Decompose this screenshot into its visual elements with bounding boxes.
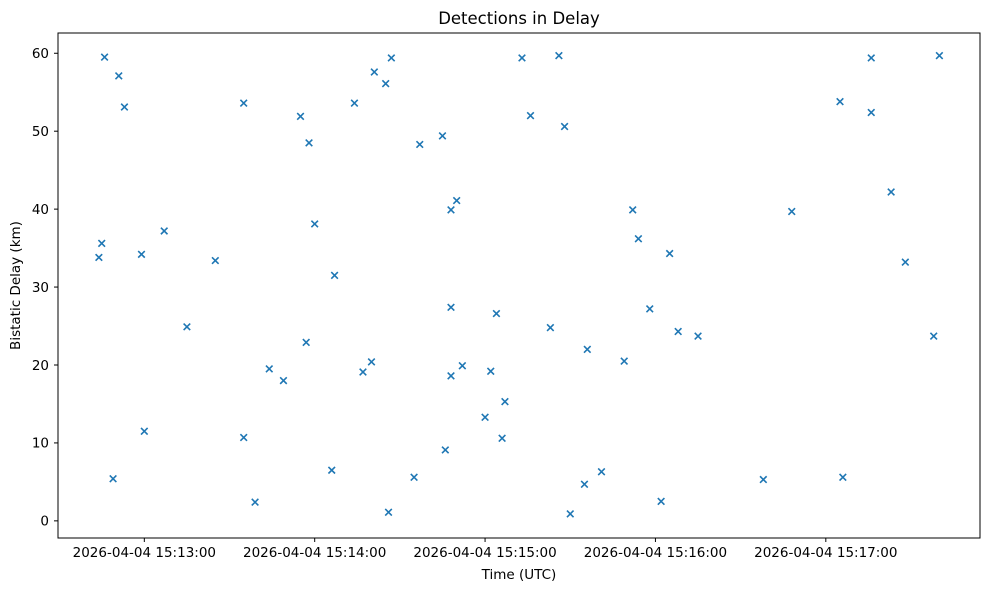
data-point-marker	[929, 332, 938, 341]
plot-border	[57, 32, 981, 539]
data-point-marker	[628, 206, 637, 214]
data-point-marker	[447, 303, 455, 312]
data-point-marker	[887, 188, 895, 196]
x-tick-label: 2026-04-04 15:17:00	[754, 545, 897, 561]
data-point-marker	[546, 323, 555, 332]
data-point-marker	[183, 322, 191, 331]
data-point-marker	[645, 305, 654, 313]
data-point-marker	[518, 54, 526, 62]
y-tick-label: 60	[32, 46, 49, 62]
data-point-marker	[759, 475, 768, 484]
data-point-marker	[694, 332, 702, 341]
data-point-marker	[458, 361, 467, 370]
data-point-marker	[836, 97, 844, 106]
data-point-marker	[665, 249, 674, 258]
data-point-marker	[787, 207, 796, 216]
data-point-marker	[239, 433, 248, 442]
data-point-marker	[452, 196, 461, 205]
x-tick-label: 2026-04-04 15:16:00	[584, 545, 727, 561]
data-point-marker	[583, 345, 592, 354]
axis-ticks: 2026-04-04 15:13:00 2026-04-04 15:14:00 20…	[32, 46, 898, 561]
data-point-marker	[674, 327, 683, 336]
data-point-marker	[901, 258, 910, 266]
data-point-marker	[100, 53, 109, 62]
data-point-marker	[481, 413, 489, 422]
data-point-marker	[935, 51, 944, 60]
data-point-marker	[302, 338, 311, 347]
data-point-marker	[492, 309, 501, 318]
data-point-marker	[95, 253, 103, 262]
data-point-marker	[114, 71, 123, 80]
data-point-marker	[447, 372, 455, 380]
data-point-marker	[410, 473, 418, 482]
data-point-marker	[447, 206, 455, 214]
data-point-marker	[560, 122, 569, 131]
data-point-marker	[620, 357, 629, 365]
data-point-marker	[415, 140, 424, 149]
chart-title: Detections in Delay	[438, 9, 600, 28]
data-point-marker	[501, 397, 509, 406]
data-point-marker	[838, 473, 847, 482]
data-point-marker	[327, 466, 336, 475]
data-point-marker	[370, 68, 379, 76]
data-point-marker	[634, 234, 643, 243]
data-point-marker	[555, 51, 563, 60]
data-point-marker	[387, 54, 396, 62]
data-point-marker	[310, 220, 319, 228]
data-point-marker	[384, 508, 393, 517]
data-point-marker	[526, 111, 535, 120]
data-point-marker	[330, 271, 339, 280]
data-point-marker	[211, 256, 220, 265]
data-point-marker	[867, 108, 876, 117]
data-point-marker	[109, 474, 117, 483]
data-point-marker	[251, 498, 259, 507]
data-point-marker	[279, 376, 288, 385]
data-point-marker	[367, 358, 376, 366]
data-point-marker	[566, 509, 575, 518]
data-point-marker	[438, 132, 447, 140]
y-axis-label: Bistatic Delay (km)	[8, 221, 24, 350]
x-tick-label: 2026-04-04 15:13:00	[73, 545, 216, 561]
y-tick-label: 50	[32, 124, 49, 140]
data-point-marker	[597, 467, 606, 476]
y-tick-label: 10	[32, 436, 49, 452]
data-point-marker	[657, 497, 665, 506]
x-tick-label: 2026-04-04 15:14:00	[243, 545, 386, 561]
data-point-marker	[498, 434, 506, 443]
y-tick-label: 0	[40, 514, 49, 530]
y-tick-label: 30	[32, 280, 49, 296]
data-point-marker	[265, 365, 274, 373]
plot-area	[57, 32, 981, 539]
data-point-marker	[359, 368, 367, 376]
data-point-marker	[160, 227, 169, 235]
data-point-marker	[239, 99, 248, 108]
data-point-marker	[305, 139, 313, 147]
data-point-marker	[486, 367, 495, 376]
data-point-marker	[580, 480, 589, 489]
data-point-marker	[140, 427, 149, 436]
data-point-marker	[350, 99, 359, 108]
y-tick-label: 40	[32, 202, 49, 218]
data-point-marker	[867, 54, 876, 62]
data-point-marker	[137, 250, 146, 259]
data-point-marker	[120, 103, 129, 111]
data-point-marker	[296, 112, 305, 121]
x-tick-label: 2026-04-04 15:15:00	[413, 545, 556, 561]
data-point-marker	[381, 79, 390, 88]
x-axis-label: Time (UTC)	[481, 567, 557, 583]
y-tick-label: 20	[32, 358, 49, 374]
data-point-marker	[441, 446, 450, 454]
data-points	[95, 51, 944, 518]
data-point-marker	[97, 239, 106, 248]
